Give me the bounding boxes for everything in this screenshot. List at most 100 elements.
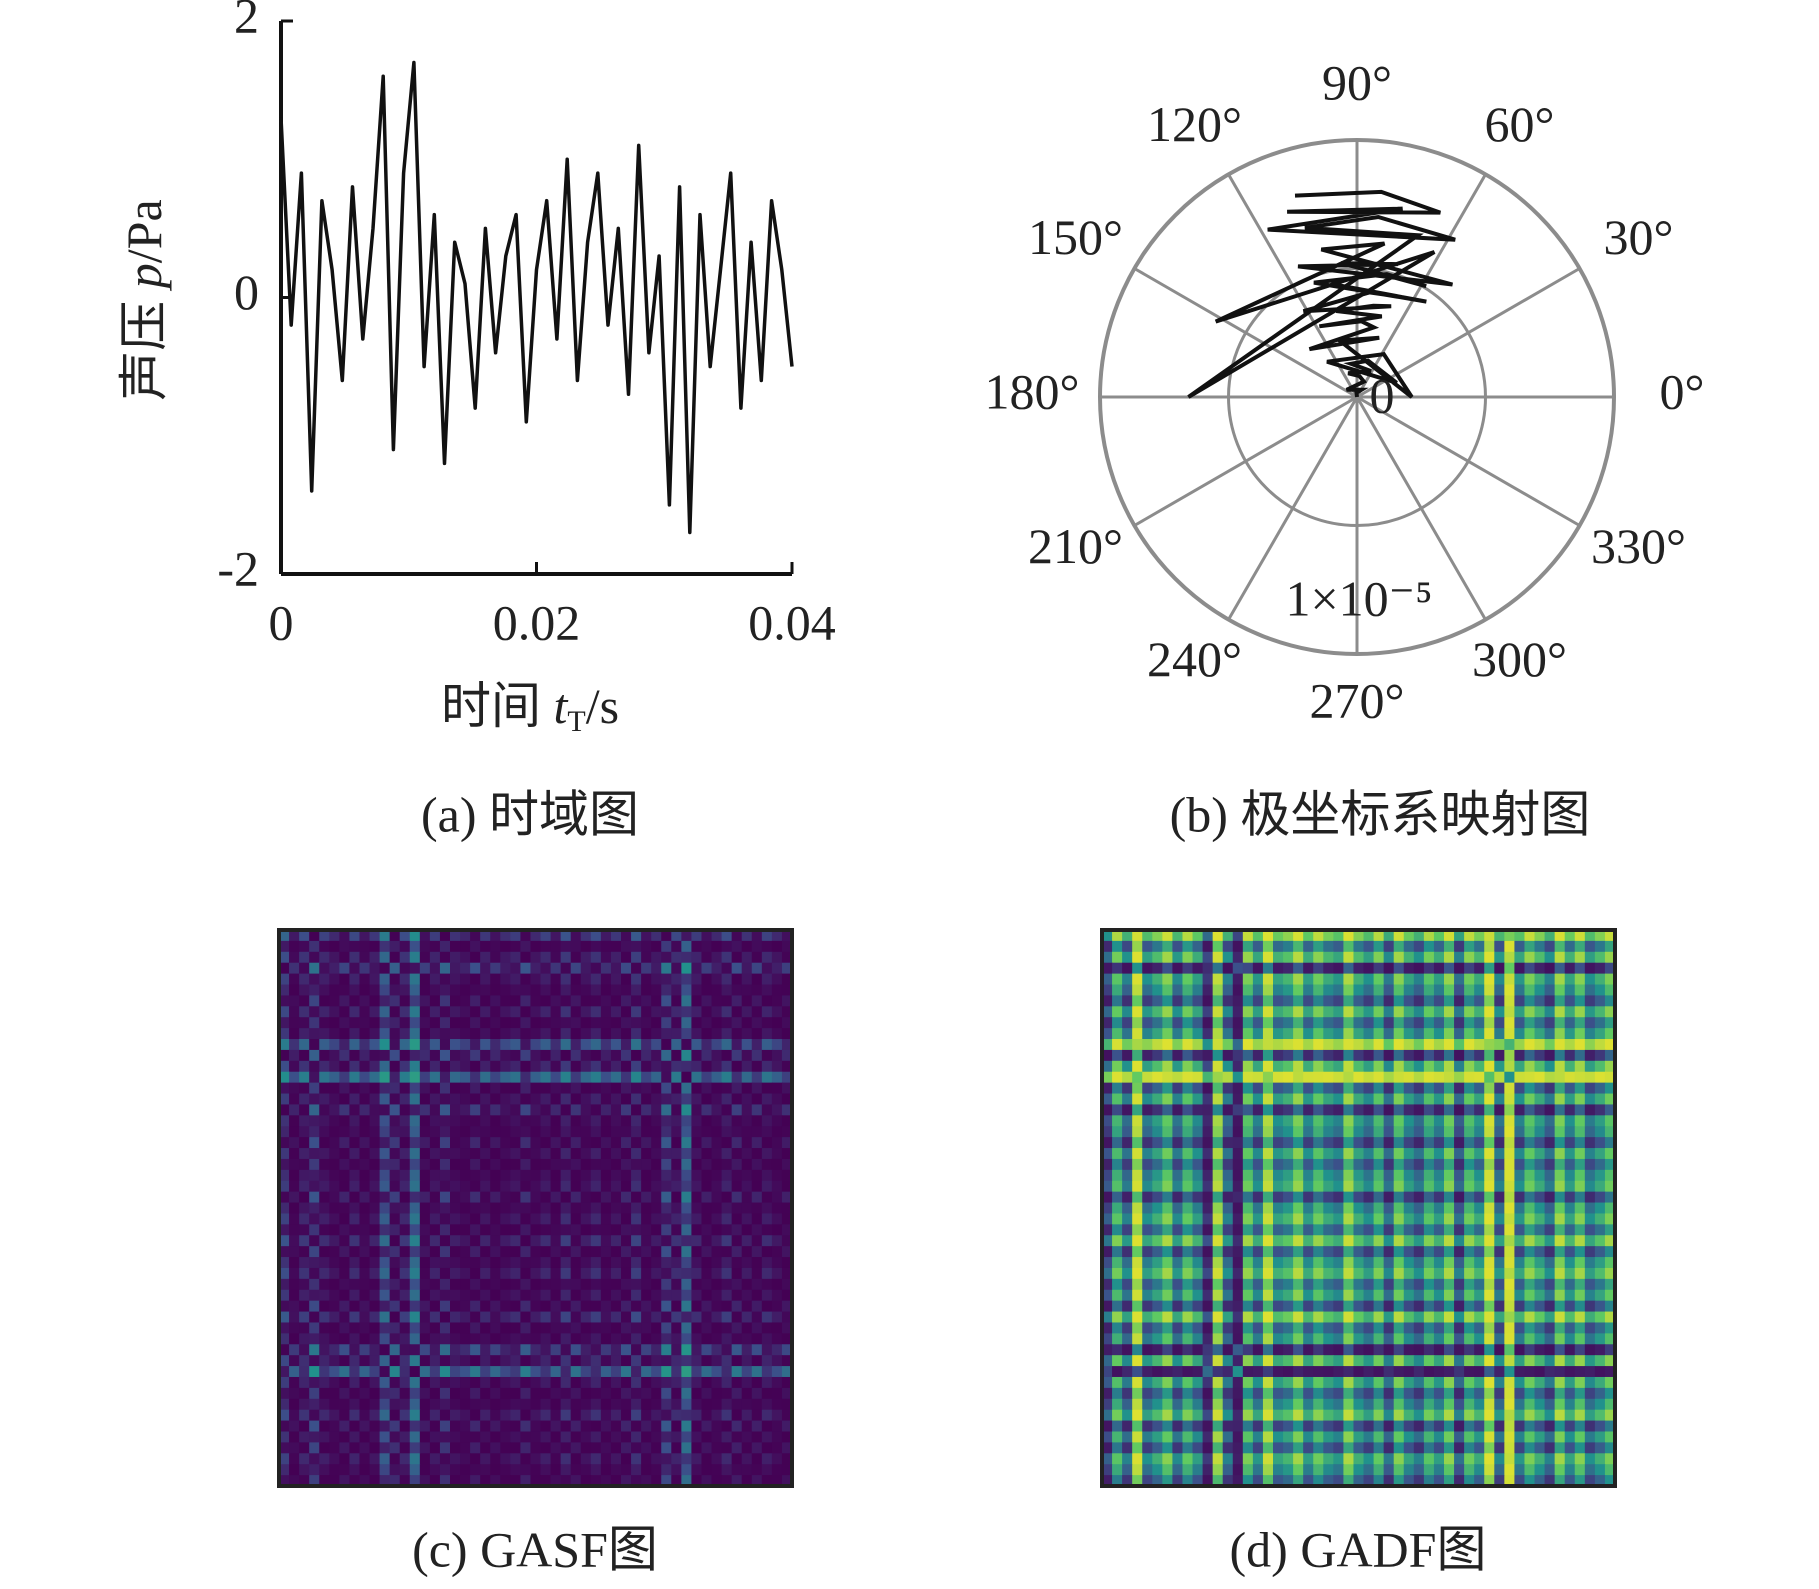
heat-cell <box>309 1475 320 1487</box>
heat-cell <box>1534 995 1546 1007</box>
caption: (a) 时域图 <box>421 786 639 842</box>
heat-cell <box>510 1355 522 1367</box>
heat-cell <box>1212 940 1224 953</box>
heat-cell <box>1534 1267 1546 1280</box>
heat-cell <box>460 1257 471 1269</box>
heat-cell <box>751 1148 763 1160</box>
heat-cell <box>661 940 672 953</box>
heat-cell <box>771 1224 783 1236</box>
heat-cell <box>580 1017 592 1029</box>
heat-cell <box>751 1366 763 1378</box>
heat-cell <box>761 1398 773 1411</box>
heat-cell <box>299 1071 310 1084</box>
heat-cell <box>1222 1409 1234 1422</box>
heat-cell <box>1433 1006 1445 1018</box>
heat-cell <box>480 1060 491 1073</box>
heat-cell <box>1504 1180 1516 1193</box>
heat-cell <box>1494 951 1505 964</box>
heat-cell <box>1464 1420 1475 1433</box>
heat-cell <box>369 1115 381 1127</box>
heat-cell <box>520 1006 532 1018</box>
heat-cell <box>711 1311 723 1324</box>
heat-cell <box>470 1235 481 1247</box>
heat-cell <box>610 1475 622 1487</box>
heat-cell <box>1293 1366 1304 1378</box>
heat-cell <box>389 1028 401 1040</box>
heat-cell <box>691 1300 703 1313</box>
heat-cell <box>1584 1267 1596 1280</box>
heat-cell <box>1343 962 1355 975</box>
heat-cell <box>419 1049 431 1062</box>
heat-cell <box>1262 951 1274 964</box>
heat-cell <box>1454 940 1465 953</box>
heat-cell <box>1212 1148 1224 1160</box>
heat-cell <box>1323 1267 1334 1280</box>
heat-cell <box>369 1257 381 1269</box>
heat-cell <box>1413 1311 1425 1324</box>
heat-cell <box>319 1148 330 1160</box>
heat-cell <box>701 984 713 997</box>
heat-cell <box>1212 1115 1224 1127</box>
heat-cell <box>349 1355 361 1367</box>
heat-cell <box>731 1093 743 1106</box>
heat-cell <box>379 1017 391 1029</box>
heat-cell <box>349 973 361 986</box>
heat-cell <box>1403 1049 1415 1062</box>
heat-cell <box>771 1344 783 1356</box>
heat-cell <box>439 1213 451 1225</box>
heat-cell <box>419 1071 431 1084</box>
heat-cell <box>450 1475 461 1487</box>
heat-cell <box>1202 1202 1214 1215</box>
heat-cell <box>399 1431 411 1443</box>
heat-cell <box>1242 1191 1254 1204</box>
heat-cell <box>651 1213 662 1225</box>
heat-cell <box>1544 1333 1556 1345</box>
heat-cell <box>419 1322 431 1334</box>
heat-cell <box>1162 1366 1174 1378</box>
heat-cell <box>279 1071 290 1084</box>
heat-cell <box>580 951 592 964</box>
heat-cell <box>349 1039 361 1051</box>
heat-cell <box>621 1387 632 1400</box>
heat-cell <box>711 1169 723 1182</box>
heat-cell <box>1132 930 1143 942</box>
heat-cell <box>610 1464 622 1476</box>
heat-cell <box>1313 984 1324 997</box>
heat-cell <box>570 984 582 997</box>
heat-cell <box>1544 1028 1556 1040</box>
heat-cell <box>1323 1257 1334 1269</box>
heat-cell <box>721 1344 733 1356</box>
heat-cell <box>600 1300 612 1313</box>
heat-cell <box>1353 1224 1365 1236</box>
heat-cell <box>1403 1104 1415 1116</box>
heat-cell <box>631 1006 642 1018</box>
heat-cell <box>781 1278 793 1291</box>
heat-cell <box>1293 973 1304 986</box>
heat-cell <box>701 962 713 975</box>
heat-cell <box>379 1235 391 1247</box>
heat-cell <box>1323 940 1334 953</box>
heat-cell <box>1464 1202 1475 1215</box>
heat-cell <box>1484 984 1495 997</box>
heat-cell <box>419 1169 431 1182</box>
x-tick-label: 0.04 <box>748 594 836 650</box>
heat-cell <box>1252 1257 1264 1269</box>
heat-cell <box>751 930 763 942</box>
heat-cell <box>1162 1049 1174 1062</box>
heat-cell <box>1212 1137 1224 1149</box>
heat-cell <box>439 1257 451 1269</box>
heat-cell <box>731 1475 743 1487</box>
heat-cell <box>641 1180 652 1193</box>
heat-cell <box>671 1311 682 1324</box>
heat-cell <box>1484 1267 1495 1280</box>
heat-cell <box>781 1213 793 1225</box>
heat-cell <box>1182 1311 1194 1324</box>
heat-cell <box>1273 1148 1284 1160</box>
heat-cell <box>1373 1420 1385 1433</box>
heat-cell <box>289 1224 300 1236</box>
heat-cell <box>1574 1006 1586 1018</box>
heat-cell <box>1444 930 1455 942</box>
heat-cell <box>1444 1278 1455 1291</box>
heat-cell <box>450 1202 461 1215</box>
